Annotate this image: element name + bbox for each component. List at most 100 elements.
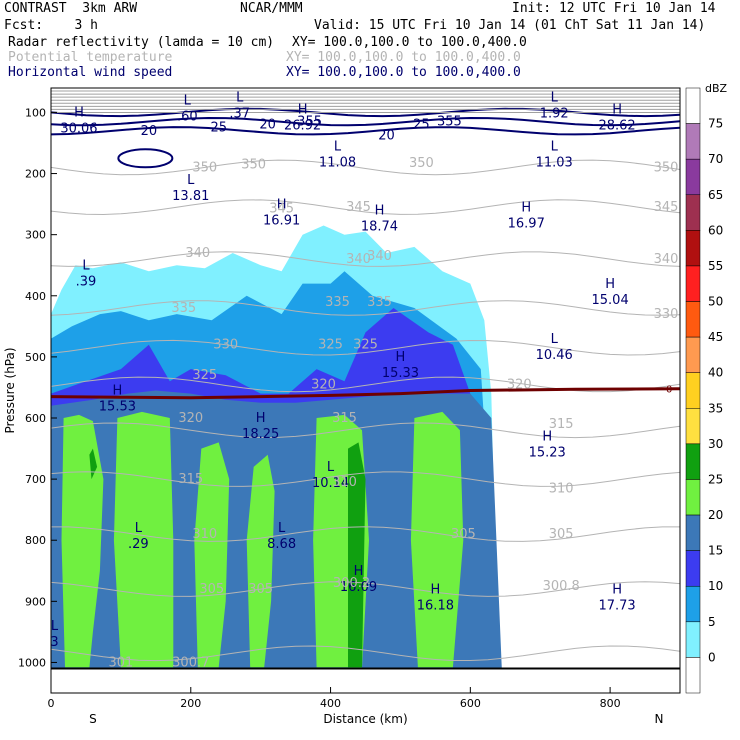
theta-value-label: 320 [178, 411, 203, 426]
theta-value-label: 345 [346, 200, 371, 215]
extremum-value-label: 15.23 [529, 446, 566, 461]
colorbar-swatch [685, 158, 701, 196]
extremum-value-label: 18.25 [242, 427, 279, 442]
y-tick-label: 800 [25, 534, 46, 547]
extremum-type-label: H [277, 197, 287, 212]
theta-value-label: 315 [178, 472, 203, 487]
colorbar-swatch [685, 550, 701, 587]
wind-value-label: 20 [378, 129, 395, 144]
theta-value-label: 345 [269, 201, 294, 216]
extremum-type-label: H [256, 411, 266, 426]
theta-value-label: 301 [108, 655, 133, 670]
theta-contour [50, 471, 681, 487]
colorbar-level-label: 15 [708, 544, 723, 558]
theta-value-label: 340 [346, 252, 371, 267]
colorbar-swatch [685, 336, 701, 373]
colorbar-swatch [685, 265, 701, 302]
y-tick-label: 300 [25, 229, 46, 242]
field-reflectivity-xy: XY= 100.0,100.0 to 100.0,400.0 [292, 35, 527, 50]
x-tick-label: 0 [48, 697, 55, 710]
theta-value-label: 310 [332, 475, 357, 490]
wind-contour-closed [117, 148, 174, 169]
theta-value-label: 345 [654, 200, 679, 215]
extremum-type-label: H [354, 564, 364, 579]
theta-value-label: 320 [507, 377, 532, 392]
colorbar-swatch [685, 479, 701, 516]
extremum-type-label: L [327, 460, 335, 475]
theta-value-label: 300.7 [172, 655, 209, 670]
x-axis-label: Distance (km) [323, 712, 407, 726]
extremum-type-label: H [542, 430, 552, 445]
reflectivity-region [194, 442, 230, 668]
extremum-value-label: 26.92 [284, 119, 321, 134]
extremum-value-label: 10.46 [536, 348, 573, 363]
reflectivity-region [348, 442, 366, 668]
extremum-value-label: 15.53 [99, 400, 136, 415]
header-org: NCAR/MMM [240, 1, 303, 16]
wind-value-label: 355 [297, 115, 322, 130]
theta-contour [50, 199, 681, 216]
extremum-type-label: H [612, 103, 622, 118]
theta-value-label: 350 [409, 156, 434, 171]
theta-contour [50, 339, 681, 356]
freezing-level-label: 0 [666, 385, 672, 396]
header-forecast: Fcst: 3 h [4, 18, 98, 33]
extremum-value-label: .60 [177, 109, 198, 124]
y-tick-label: 700 [25, 473, 46, 486]
theta-value-label: 350 [241, 157, 266, 172]
extremum-type-label: H [396, 350, 406, 365]
colorbar-level-label: 20 [708, 508, 723, 522]
wind-value-label: 20 [141, 124, 158, 139]
wind-contour [50, 116, 681, 127]
colorbar-swatch [685, 585, 701, 623]
theta-value-label: 300.8 [543, 579, 580, 594]
theta-value-label: 305 [248, 582, 273, 597]
theta-value-label: 305 [199, 582, 224, 597]
theta-value-label: 325 [318, 338, 343, 353]
extremum-value-label: 30.06 [60, 122, 97, 137]
extremum-value-label: 28.62 [598, 119, 635, 134]
extremum-value-label: 17.73 [598, 598, 635, 613]
theta-value-label: 340 [654, 252, 679, 267]
extremum-value-label: 1.92 [540, 106, 569, 121]
field-theta-xy: XY= 100.0,100.0 to 100.0,400.0 [286, 50, 521, 65]
extremum-type-label: L [82, 258, 90, 273]
extremum-value-label: 13.81 [172, 189, 209, 204]
colorbar-level-label: 45 [708, 330, 723, 344]
colorbar-swatch [685, 301, 701, 338]
colorbar-swatch [685, 123, 701, 160]
wind-value-label: 20 [259, 118, 276, 133]
colorbar-swatch [685, 194, 701, 231]
contour-labels: L.60L.37L1.92H30.06H26.92H28.62L11.08L11… [50, 90, 678, 670]
extremum-type-label: H [375, 203, 385, 218]
y-tick-label: 500 [25, 351, 46, 364]
freezing-level-contour [50, 387, 681, 400]
extremum-type-label: L [51, 619, 59, 634]
colorbar-swatch [685, 230, 701, 267]
wind-value-label: 355 [437, 115, 462, 130]
extremum-value-label: 15.33 [382, 366, 419, 381]
axes: 0 200 400 600 800 100 200 300 400 500 600 700 800 900… [3, 106, 664, 726]
reflectivity-region [113, 411, 174, 668]
colorbar-level-label: 50 [708, 295, 723, 309]
theta-value-label: 305 [549, 527, 574, 542]
colorbar-level-label: 5 [708, 615, 716, 629]
reflectivity-region [61, 414, 104, 668]
wind-value-label: 25 [210, 121, 227, 136]
plot-frame [50, 87, 681, 694]
reflectivity-region [246, 454, 275, 668]
colorbar-level-label: 65 [708, 188, 723, 202]
extremum-value-label: 8.68 [267, 537, 296, 552]
theta-value-label: 335 [171, 301, 196, 316]
theta-value-label: 330 [213, 338, 238, 353]
y-tick-label: 600 [25, 412, 46, 425]
extremum-type-label: L [551, 139, 559, 154]
theta-value-label: 325 [192, 368, 217, 383]
theta-value-label: 310 [192, 527, 217, 542]
theta-contour [50, 251, 681, 267]
y-tick-label: 400 [25, 290, 46, 303]
x-tick-label: 800 [600, 697, 621, 710]
extremum-type-label: L [184, 93, 192, 108]
colorbar-level-label: 10 [708, 579, 723, 593]
theta-contour [50, 422, 681, 439]
